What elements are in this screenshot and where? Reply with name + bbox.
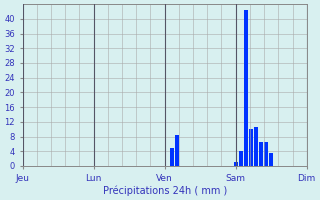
Bar [234, 162, 238, 166]
Bar [249, 129, 253, 166]
Bar [254, 127, 258, 166]
Bar [264, 142, 268, 166]
Bar [239, 151, 243, 166]
Bar [269, 153, 274, 166]
Bar [175, 135, 180, 166]
X-axis label: Précipitations 24h ( mm ): Précipitations 24h ( mm ) [102, 185, 227, 196]
Bar [259, 142, 263, 166]
Bar [170, 148, 174, 166]
Bar [244, 10, 248, 166]
